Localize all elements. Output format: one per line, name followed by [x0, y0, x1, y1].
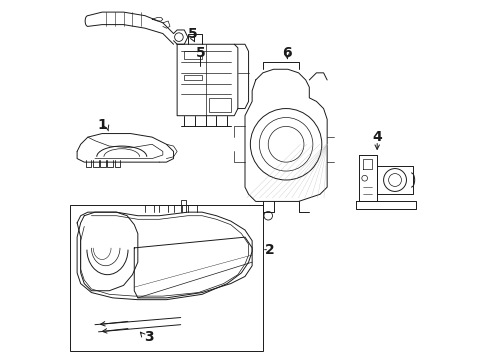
Bar: [184, 75, 202, 80]
Text: 5: 5: [196, 46, 205, 60]
Text: 4: 4: [372, 130, 382, 144]
Text: 1: 1: [97, 118, 107, 132]
Text: 5: 5: [188, 27, 198, 41]
Text: 6: 6: [282, 46, 292, 60]
Text: 3: 3: [144, 330, 153, 344]
Bar: [70, 205, 263, 351]
Bar: [184, 51, 202, 59]
Text: 2: 2: [265, 243, 275, 257]
Bar: [209, 98, 231, 112]
